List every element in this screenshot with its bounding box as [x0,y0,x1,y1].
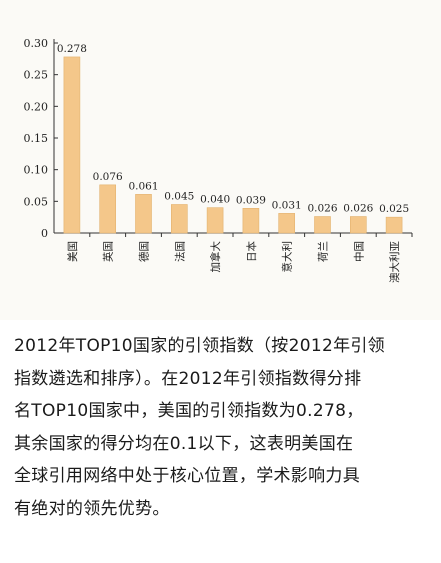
caption-line: 指数遴选和排序）。在2012年引领指数得分排 [14,368,362,389]
caption-line: 名TOP10国家中，美国的引领指数为0.278， [14,401,364,421]
data-label: 0.025 [379,203,409,215]
caption-text: 2012年TOP10国家的引领指数（按2012年引领 指数遴选和排序）。在201… [14,330,434,525]
y-tick-label: 0 [41,227,48,240]
y-tick-label: 0.10 [24,164,49,177]
data-label: 0.278 [57,43,87,55]
y-tick-label: 0.20 [24,100,49,113]
data-label: 0.031 [272,199,302,211]
bar [99,184,116,234]
data-label: 0.076 [93,171,123,183]
chart-area: 0 0.05 0.10 0.15 0.20 0.25 0.30 0.278 美国 0.076 英国 0… [23,37,413,283]
bar [385,216,403,234]
bar [63,56,81,234]
bar [206,207,224,234]
data-label: 0.039 [236,194,266,206]
x-category-label: 德国 [138,241,151,262]
x-category-label: 加拿大 [209,241,222,273]
x-category-label: 英国 [102,241,115,262]
bar [349,216,367,234]
bar-chart: 0 0.05 0.10 0.15 0.20 0.25 0.30 0.278 美国 0.076 英国 0… [24,37,413,283]
x-category-label: 澳大利亚 [388,241,401,283]
bar [314,216,331,234]
data-label: 0.061 [128,180,158,192]
data-label: 0.026 [343,203,373,215]
y-tick-label: 0.25 [24,69,49,82]
bar [171,204,188,234]
data-label: 0.045 [164,191,194,203]
x-category-label: 法国 [173,241,186,262]
x-category-label: 荷兰 [317,241,330,262]
caption-line: 2012年TOP10国家的引领指数（按2012年引领 [14,336,385,356]
bar [278,213,296,234]
bar [242,208,260,234]
x-category-label: 美国 [66,241,79,262]
x-category-label: 意大利 [281,241,294,273]
caption-line: 全球引用网络中处于核心位置，学术影响力具 [14,466,360,486]
y-tick-label: 0.30 [24,37,49,50]
x-category-label: 日本 [245,241,258,262]
data-label: 0.040 [200,194,230,206]
y-tick-label: 0.15 [24,132,49,145]
x-category-label: 中国 [352,241,365,262]
caption-line: 有绝对的领先优势。 [14,498,170,519]
bar [135,194,152,234]
data-label: 0.026 [307,203,337,215]
caption-line: 其余国家的得分均在0.1以下，这表明美国在 [14,433,354,454]
y-tick-label: 0.05 [24,195,49,208]
